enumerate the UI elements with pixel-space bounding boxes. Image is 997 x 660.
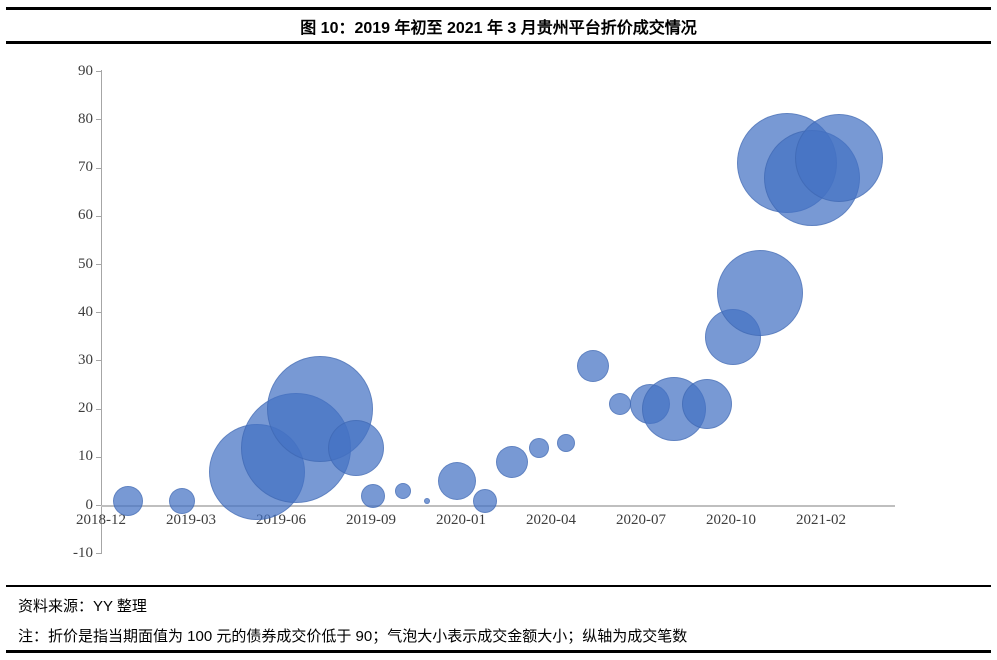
y-tick-label: 60 (78, 207, 93, 224)
x-tick-label: 2020-07 (616, 512, 666, 528)
y-tick-label: -10 (73, 544, 93, 561)
y-tick-label: 40 (78, 303, 93, 320)
bubble (529, 437, 549, 458)
bubble (577, 349, 609, 382)
x-tick-label: 2019-03 (166, 512, 216, 528)
x-axis-line (101, 505, 895, 507)
bubble (496, 446, 528, 479)
x-tick-label: 2018-12 (76, 512, 126, 528)
y-tick-mark (96, 215, 101, 217)
x-tick-label: 2021-02 (796, 512, 846, 528)
bubble-chart: 90 80 70 60 50 40 30 20 10 0 -10 2018-12 2019-03 201… (73, 62, 895, 561)
bubble (473, 488, 497, 513)
x-tick-label: 2020-04 (526, 512, 576, 528)
y-tick-mark (96, 312, 101, 314)
x-tick-label: 2020-01 (436, 512, 486, 528)
bubble (113, 485, 143, 516)
bubble (682, 379, 732, 430)
y-tick-mark (96, 505, 101, 506)
bubble (437, 462, 476, 501)
y-tick-mark (96, 408, 101, 410)
y-tick-label: 80 (78, 110, 93, 127)
y-tick-mark (96, 119, 101, 121)
y-tick-label: 10 (78, 448, 93, 465)
bubble (795, 114, 883, 203)
x-tick-label: 2020-10 (706, 512, 756, 528)
y-tick-label: 30 (78, 351, 93, 368)
y-axis-line (101, 70, 102, 554)
note-text: 注：折价是指当期面值为 100 元的债券成交价低于 90；气泡大小表示成交金额大… (18, 628, 688, 645)
y-tick-label: 90 (78, 62, 93, 79)
title-underline-rule (6, 41, 991, 44)
y-tick-mark (96, 360, 101, 362)
top-rule (6, 7, 991, 10)
bubble (394, 483, 411, 500)
bubble (609, 393, 631, 416)
y-tick-mark (96, 456, 101, 458)
bubble (328, 419, 384, 476)
y-tick-mark (96, 71, 101, 73)
source-text: 资料来源：YY 整理 (18, 598, 147, 615)
bubble (169, 487, 195, 514)
bottom-rule (6, 650, 991, 653)
bubble (361, 483, 386, 508)
figure-title: 图 10：2019 年初至 2021 年 3 月贵州平台折价成交情况 (300, 20, 697, 37)
y-tick-mark (96, 264, 101, 265)
y-tick-label: 20 (78, 400, 93, 417)
y-tick-label: 0 (85, 496, 94, 513)
bubble (557, 433, 575, 452)
y-tick-mark (96, 553, 101, 555)
y-tick-label: 70 (78, 159, 93, 176)
y-tick-label: 50 (78, 255, 93, 272)
footer-top-rule (6, 585, 991, 587)
bubble (424, 497, 431, 504)
y-tick-mark (96, 167, 101, 169)
bubble (717, 250, 804, 337)
x-tick-label: 2019-09 (346, 512, 396, 528)
